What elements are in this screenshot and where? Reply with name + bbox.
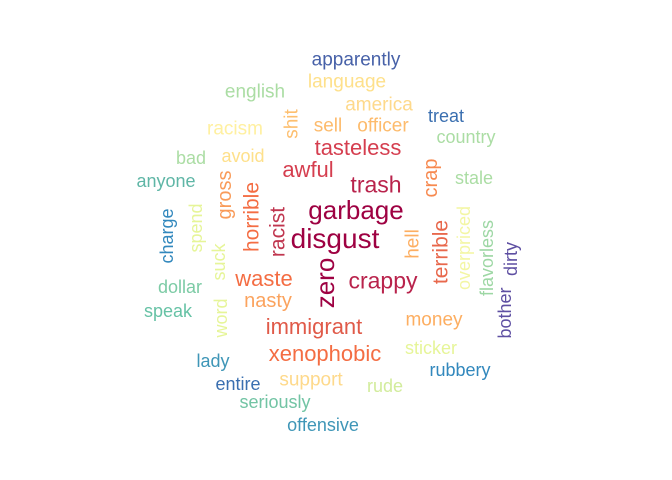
word-lady: lady [196,351,230,371]
word-charge: charge [157,208,177,264]
word-stale: stale [454,168,494,188]
word-sell: sell [313,115,343,137]
word-zero: zero [310,257,340,309]
word-trash: trash [350,171,402,198]
word-rude: rude [366,376,404,396]
word-anyone: anyone [136,171,196,191]
word-officer: officer [357,115,409,137]
word-flavorless: flavorless [477,219,497,297]
word-dirty: dirty [501,241,521,277]
word-bother: bother [495,287,515,339]
word-horrible: horrible [240,181,264,253]
word-word: word [211,298,231,338]
word-america: america [345,94,413,116]
word-racist: racist [266,206,290,258]
word-rubbery: rubbery [429,360,491,380]
word-terrible: terrible [429,219,453,285]
word-entire: entire [215,374,261,394]
word-garbage: garbage [308,195,404,225]
word-hell: hell [402,229,424,259]
word-support: support [279,369,343,391]
word-dollar: dollar [157,277,203,297]
word-tasteless: tasteless [314,135,402,160]
word-spend: spend [186,203,206,253]
word-immigrant: immigrant [265,314,363,339]
word-offensive: offensive [287,415,359,435]
word-disgust: disgust [290,223,380,254]
word-suck: suck [209,243,229,281]
word-shit: shit [281,109,303,139]
word-english: english [224,81,286,103]
word-racism: racism [207,118,263,140]
word-waste: waste [235,266,293,291]
word-crappy: crappy [348,267,418,294]
word-nasty: nasty [244,290,292,312]
word-seriously: seriously [239,392,311,412]
word-xenophobic: xenophobic [268,341,382,366]
word-awful: awful [282,157,334,182]
word-sticker: sticker [404,338,458,358]
word-crap: crap [420,158,442,198]
word-country: country [436,127,496,147]
word-avoid: avoid [221,146,265,166]
word-money: money [405,309,463,331]
word-apparently: apparently [311,49,401,71]
word-treat: treat [427,106,465,126]
word-bad: bad [175,148,207,168]
word-language: language [307,71,387,93]
word-gross: gross [214,170,236,220]
word-overpriced: overpriced [454,205,474,291]
word-speak: speak [143,301,193,321]
